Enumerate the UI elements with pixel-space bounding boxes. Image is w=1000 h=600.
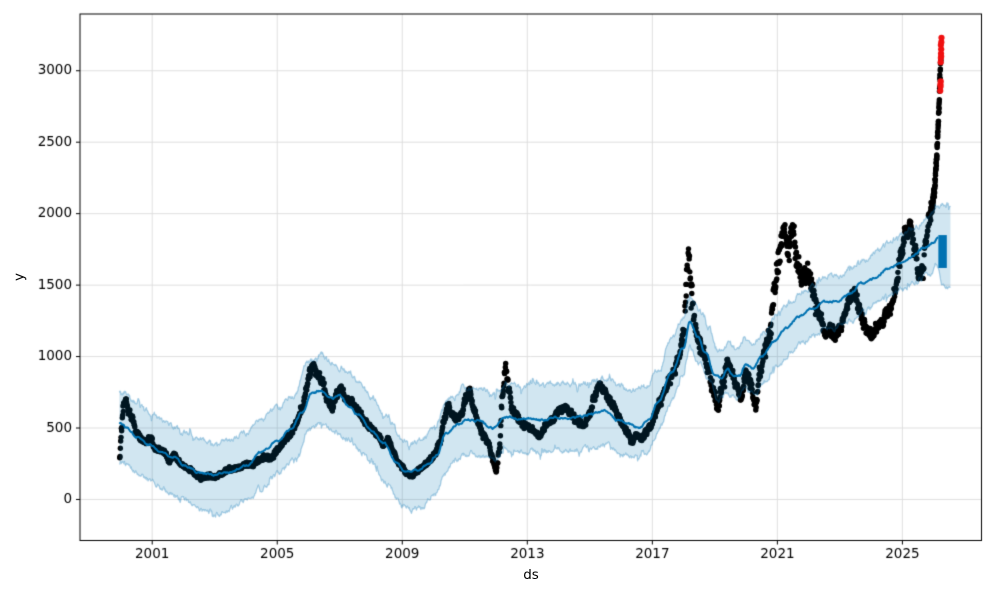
y-axis-label: y — [11, 273, 28, 281]
x-axis-label: ds — [523, 567, 539, 583]
